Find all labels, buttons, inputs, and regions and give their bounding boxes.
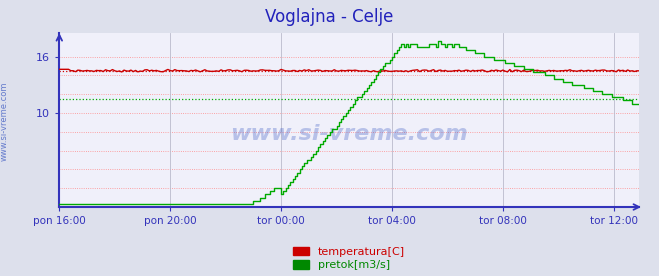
Text: Voglajna - Celje: Voglajna - Celje: [266, 8, 393, 26]
Text: www.si-vreme.com: www.si-vreme.com: [231, 124, 468, 144]
Legend: temperatura[C], pretok[m3/s]: temperatura[C], pretok[m3/s]: [293, 246, 405, 270]
Text: www.si-vreme.com: www.si-vreme.com: [0, 82, 9, 161]
